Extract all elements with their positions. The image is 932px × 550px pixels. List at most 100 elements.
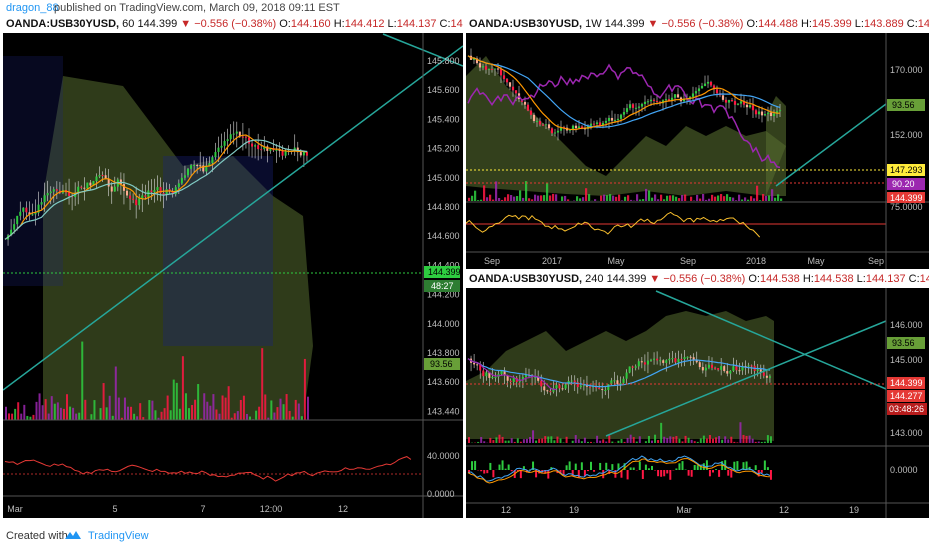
- volume-bar: [504, 440, 507, 443]
- volume-bar: [738, 194, 741, 201]
- symbol-name[interactable]: OANDA:USB30YUSD,: [6, 18, 120, 30]
- macd-bar: [571, 470, 574, 477]
- macd-bar: [699, 465, 702, 470]
- candle-body: [10, 229, 13, 236]
- symbol-name[interactable]: OANDA:USB30YUSD,: [469, 273, 583, 285]
- volume-bar: [181, 356, 184, 420]
- countdown-badge-text: 03:48:26: [889, 404, 924, 414]
- macd-bar: [663, 470, 666, 477]
- chart-canvas[interactable]: 170.000 152.000 75.0000 Sep 2017 May Sep 2018 M…: [466, 16, 929, 269]
- volume-bar: [651, 197, 654, 201]
- volume-bar: [498, 197, 501, 201]
- volume-bar: [627, 195, 630, 201]
- macd-bar: [492, 470, 495, 478]
- volume-bar: [556, 436, 559, 443]
- candle-body: [637, 361, 640, 367]
- candle-body: [772, 113, 776, 117]
- candle-body: [101, 174, 104, 176]
- x-tick: Sep: [868, 256, 884, 266]
- macd-bar: [593, 470, 596, 472]
- candle-body: [165, 189, 168, 195]
- volume-bar: [729, 196, 732, 201]
- macd-bar: [666, 470, 669, 474]
- volume-bar: [609, 194, 612, 201]
- volume-bar: [175, 382, 178, 420]
- candle-body: [49, 191, 52, 194]
- candle-body: [667, 99, 671, 101]
- candle-body: [640, 104, 644, 107]
- volume-bar: [702, 435, 705, 443]
- volume-bar: [672, 436, 675, 443]
- candle-body: [646, 360, 649, 365]
- macd-bar: [489, 462, 492, 470]
- resolution[interactable]: 240: [585, 273, 604, 285]
- volume-bar: [99, 408, 102, 420]
- candle-body: [712, 85, 716, 90]
- volume-bar: [642, 199, 645, 201]
- volume-bar: [160, 411, 163, 420]
- x-tick: 12:00: [260, 504, 283, 514]
- candle-body: [613, 380, 616, 382]
- volume-bar: [504, 197, 507, 201]
- volume-bar: [654, 434, 657, 443]
- candle-body: [698, 362, 701, 368]
- candle-body: [592, 123, 596, 125]
- candle-body: [509, 380, 512, 382]
- macd-bar: [468, 470, 470, 474]
- candle-body: [622, 378, 625, 384]
- candle-body: [601, 389, 604, 391]
- volume-bar: [617, 440, 620, 443]
- x-tick: 2017: [542, 256, 562, 266]
- volume-bar: [5, 406, 7, 420]
- author-link[interactable]: dragon_88: [6, 2, 59, 14]
- candle-body: [543, 386, 546, 391]
- candle-body: [747, 365, 750, 367]
- volume-bar: [651, 440, 653, 443]
- volume-bar: [711, 194, 714, 201]
- tradingview-link[interactable]: TradingView: [88, 530, 149, 542]
- rsi-badge-text: 90.20: [892, 179, 915, 189]
- candle-body: [205, 165, 208, 172]
- volume-bar: [273, 412, 276, 420]
- price-badge: [424, 266, 460, 278]
- volume-bar: [708, 435, 711, 443]
- volume-bar: [753, 198, 756, 201]
- candle-body: [92, 181, 95, 186]
- symbol-name[interactable]: OANDA:USB30YUSD,: [469, 18, 583, 30]
- resolution[interactable]: 1W: [585, 18, 602, 30]
- candle-body: [485, 372, 488, 377]
- candle-body: [135, 199, 138, 206]
- volume-bar: [14, 408, 17, 420]
- macd-bar: [702, 463, 705, 470]
- close-badge-text: 144.277: [890, 391, 923, 401]
- volume-bar: [687, 437, 690, 443]
- candle-body: [284, 150, 287, 156]
- volume-bar: [638, 436, 641, 443]
- trend-line-up: [3, 45, 463, 391]
- y-tick: 143.440: [427, 406, 460, 416]
- candle-body: [619, 383, 622, 385]
- volume-bar: [188, 408, 190, 420]
- volume-bar: [489, 437, 492, 443]
- candle-body: [568, 129, 572, 131]
- resolution[interactable]: 60: [122, 18, 135, 30]
- chart-panel-4h[interactable]: OANDA:USB30YUSD, 240 144.399 ▼ −0.556 (−…: [466, 271, 929, 518]
- candle-body: [553, 132, 557, 134]
- candle-body: [174, 187, 177, 195]
- chart-panel-weekly[interactable]: OANDA:USB30YUSD, 1W 144.399 ▼ −0.556 (−0…: [466, 16, 929, 269]
- chart-canvas[interactable]: 145.800 145.600 145.400 145.200 145.000 144.8…: [3, 16, 463, 518]
- macd-bar: [580, 462, 583, 470]
- volume-bar: [645, 188, 648, 201]
- chart-panel-left[interactable]: OANDA:USB30YUSD, 60 144.399 ▼ −0.556 (−0…: [3, 16, 463, 518]
- volume-bar: [538, 438, 541, 443]
- volume-bar: [552, 193, 555, 201]
- candle-body: [769, 112, 773, 117]
- candle-body: [762, 372, 765, 376]
- candle-body: [595, 122, 599, 125]
- volume-bar: [724, 436, 727, 443]
- y-tick: 144.200: [427, 290, 460, 300]
- volume-bar: [148, 400, 151, 420]
- volume-bar: [267, 417, 270, 420]
- candle-body: [604, 120, 608, 123]
